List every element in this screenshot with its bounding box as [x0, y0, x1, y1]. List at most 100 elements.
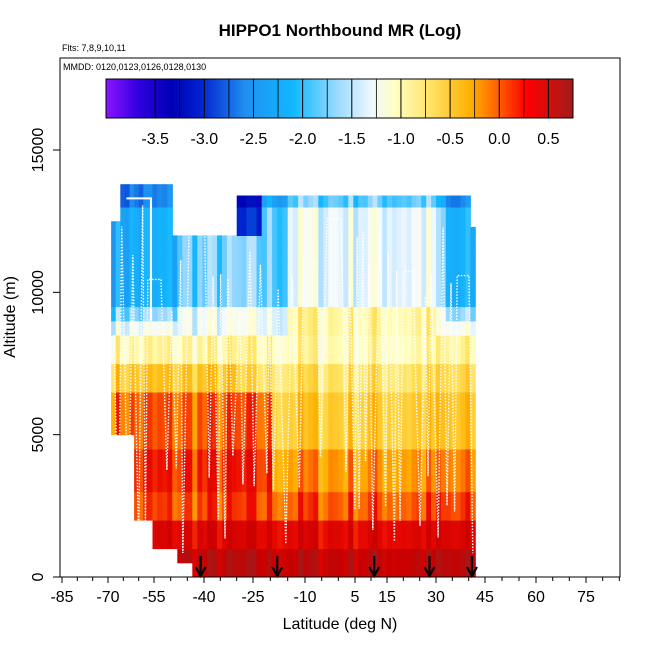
heatmap-cell [187, 377, 193, 393]
x-axis-label: Latitude (deg N) [283, 616, 398, 633]
heatmap-cell [222, 491, 228, 507]
heatmap-cell [251, 335, 258, 350]
heatmap-cell [162, 477, 168, 493]
heatmap-cell [353, 448, 359, 464]
heatmap-cell [187, 491, 193, 507]
x-tick-label: -10 [293, 589, 316, 606]
heatmap-cell [292, 491, 299, 507]
colorbar-tick-label: -1.5 [338, 131, 366, 148]
heatmap-cell [187, 463, 193, 478]
heatmap-cell [152, 534, 158, 550]
heatmap-cell [212, 434, 218, 450]
heatmap-cell [450, 195, 457, 208]
heatmap-cell [231, 249, 238, 265]
heatmap-cell [129, 306, 135, 322]
heatmap-cell [266, 406, 273, 421]
heatmap-cell [436, 562, 442, 577]
heatmap-cell [431, 249, 437, 265]
heatmap-cell [358, 195, 364, 208]
heatmap-cell [246, 491, 252, 507]
heatmap-cell [187, 320, 193, 336]
heatmap-cell [287, 221, 294, 236]
heatmap-cell [426, 292, 432, 308]
heatmap-cell [303, 377, 309, 393]
heatmap-cell [177, 335, 183, 350]
heatmap-cell [287, 534, 294, 550]
heatmap-cell [303, 335, 309, 350]
heatmap-cell [363, 195, 369, 208]
heatmap-cell [328, 562, 334, 577]
heatmap-cell [266, 349, 273, 365]
heatmap-cell [157, 420, 163, 436]
heatmap-cell [282, 377, 289, 393]
heatmap-cell [134, 377, 140, 393]
heatmap-cell [416, 434, 422, 450]
heatmap-cell [207, 520, 213, 535]
heatmap-cell [401, 278, 408, 293]
heatmap-cell [172, 292, 178, 308]
heatmap-cell [396, 235, 403, 251]
heatmap-cell [372, 548, 378, 564]
heatmap-cell [333, 221, 339, 236]
heatmap-cell [333, 406, 339, 421]
heatmap-cell [272, 377, 278, 393]
heatmap-cell [313, 392, 319, 407]
heatmap-cell [134, 221, 140, 236]
heatmap-cell [212, 235, 218, 251]
heatmap-cell [450, 320, 457, 336]
heatmap-cell [152, 463, 158, 478]
heatmap-cell [182, 278, 188, 293]
heatmap-cell [124, 249, 131, 265]
heatmap-cell [172, 448, 178, 464]
heatmap-cell [207, 377, 213, 393]
heatmap-cell [377, 377, 383, 393]
heatmap-cell [217, 263, 223, 279]
heatmap-cell [261, 206, 268, 222]
heatmap-cell [197, 548, 203, 564]
heatmap-cell [401, 292, 408, 308]
heatmap-cell [353, 534, 359, 550]
heatmap-cell [333, 520, 339, 535]
heatmap-cell [455, 505, 462, 521]
heatmap-cell [416, 448, 422, 464]
heatmap-cell [455, 292, 462, 308]
heatmap-cell [177, 463, 183, 478]
heatmap-cell [261, 392, 268, 407]
heatmap-cell [217, 320, 223, 336]
heatmap-cell [377, 206, 383, 222]
heatmap-cell [387, 548, 393, 564]
heatmap-cell [416, 377, 422, 393]
heatmap-cell [426, 335, 432, 350]
heatmap-cell [197, 363, 203, 379]
heatmap-cell [226, 406, 233, 421]
heatmap-cell [328, 406, 334, 421]
heatmap-cell [343, 477, 349, 493]
heatmap-cell [222, 448, 228, 464]
heatmap-cell [431, 448, 437, 464]
heatmap-cell [177, 306, 183, 322]
heatmap-cell [318, 434, 324, 450]
heatmap-cell [182, 320, 188, 336]
heatmap-cell [202, 363, 208, 379]
heatmap-cell [363, 320, 369, 336]
heatmap-cell [387, 491, 393, 507]
heatmap-cell [226, 463, 233, 478]
heatmap-cell [143, 292, 149, 308]
heatmap-cell [202, 406, 208, 421]
heatmap-cell [212, 548, 218, 564]
heatmap-cell [266, 195, 273, 208]
heatmap-cell [333, 320, 339, 336]
heatmap-cell [411, 520, 417, 535]
heatmap-cell [287, 377, 294, 393]
heatmap-cell [436, 206, 442, 222]
heatmap-cell [187, 477, 193, 493]
heatmap-cell [266, 463, 273, 478]
heatmap-cell [460, 306, 466, 322]
heatmap-cell [236, 505, 243, 521]
heatmap-cell [450, 349, 457, 365]
heatmap-cell [172, 392, 178, 407]
heatmap-cell [455, 534, 462, 550]
heatmap-cell [298, 349, 304, 365]
heatmap-cell [187, 349, 193, 365]
heatmap-cell [367, 420, 374, 436]
